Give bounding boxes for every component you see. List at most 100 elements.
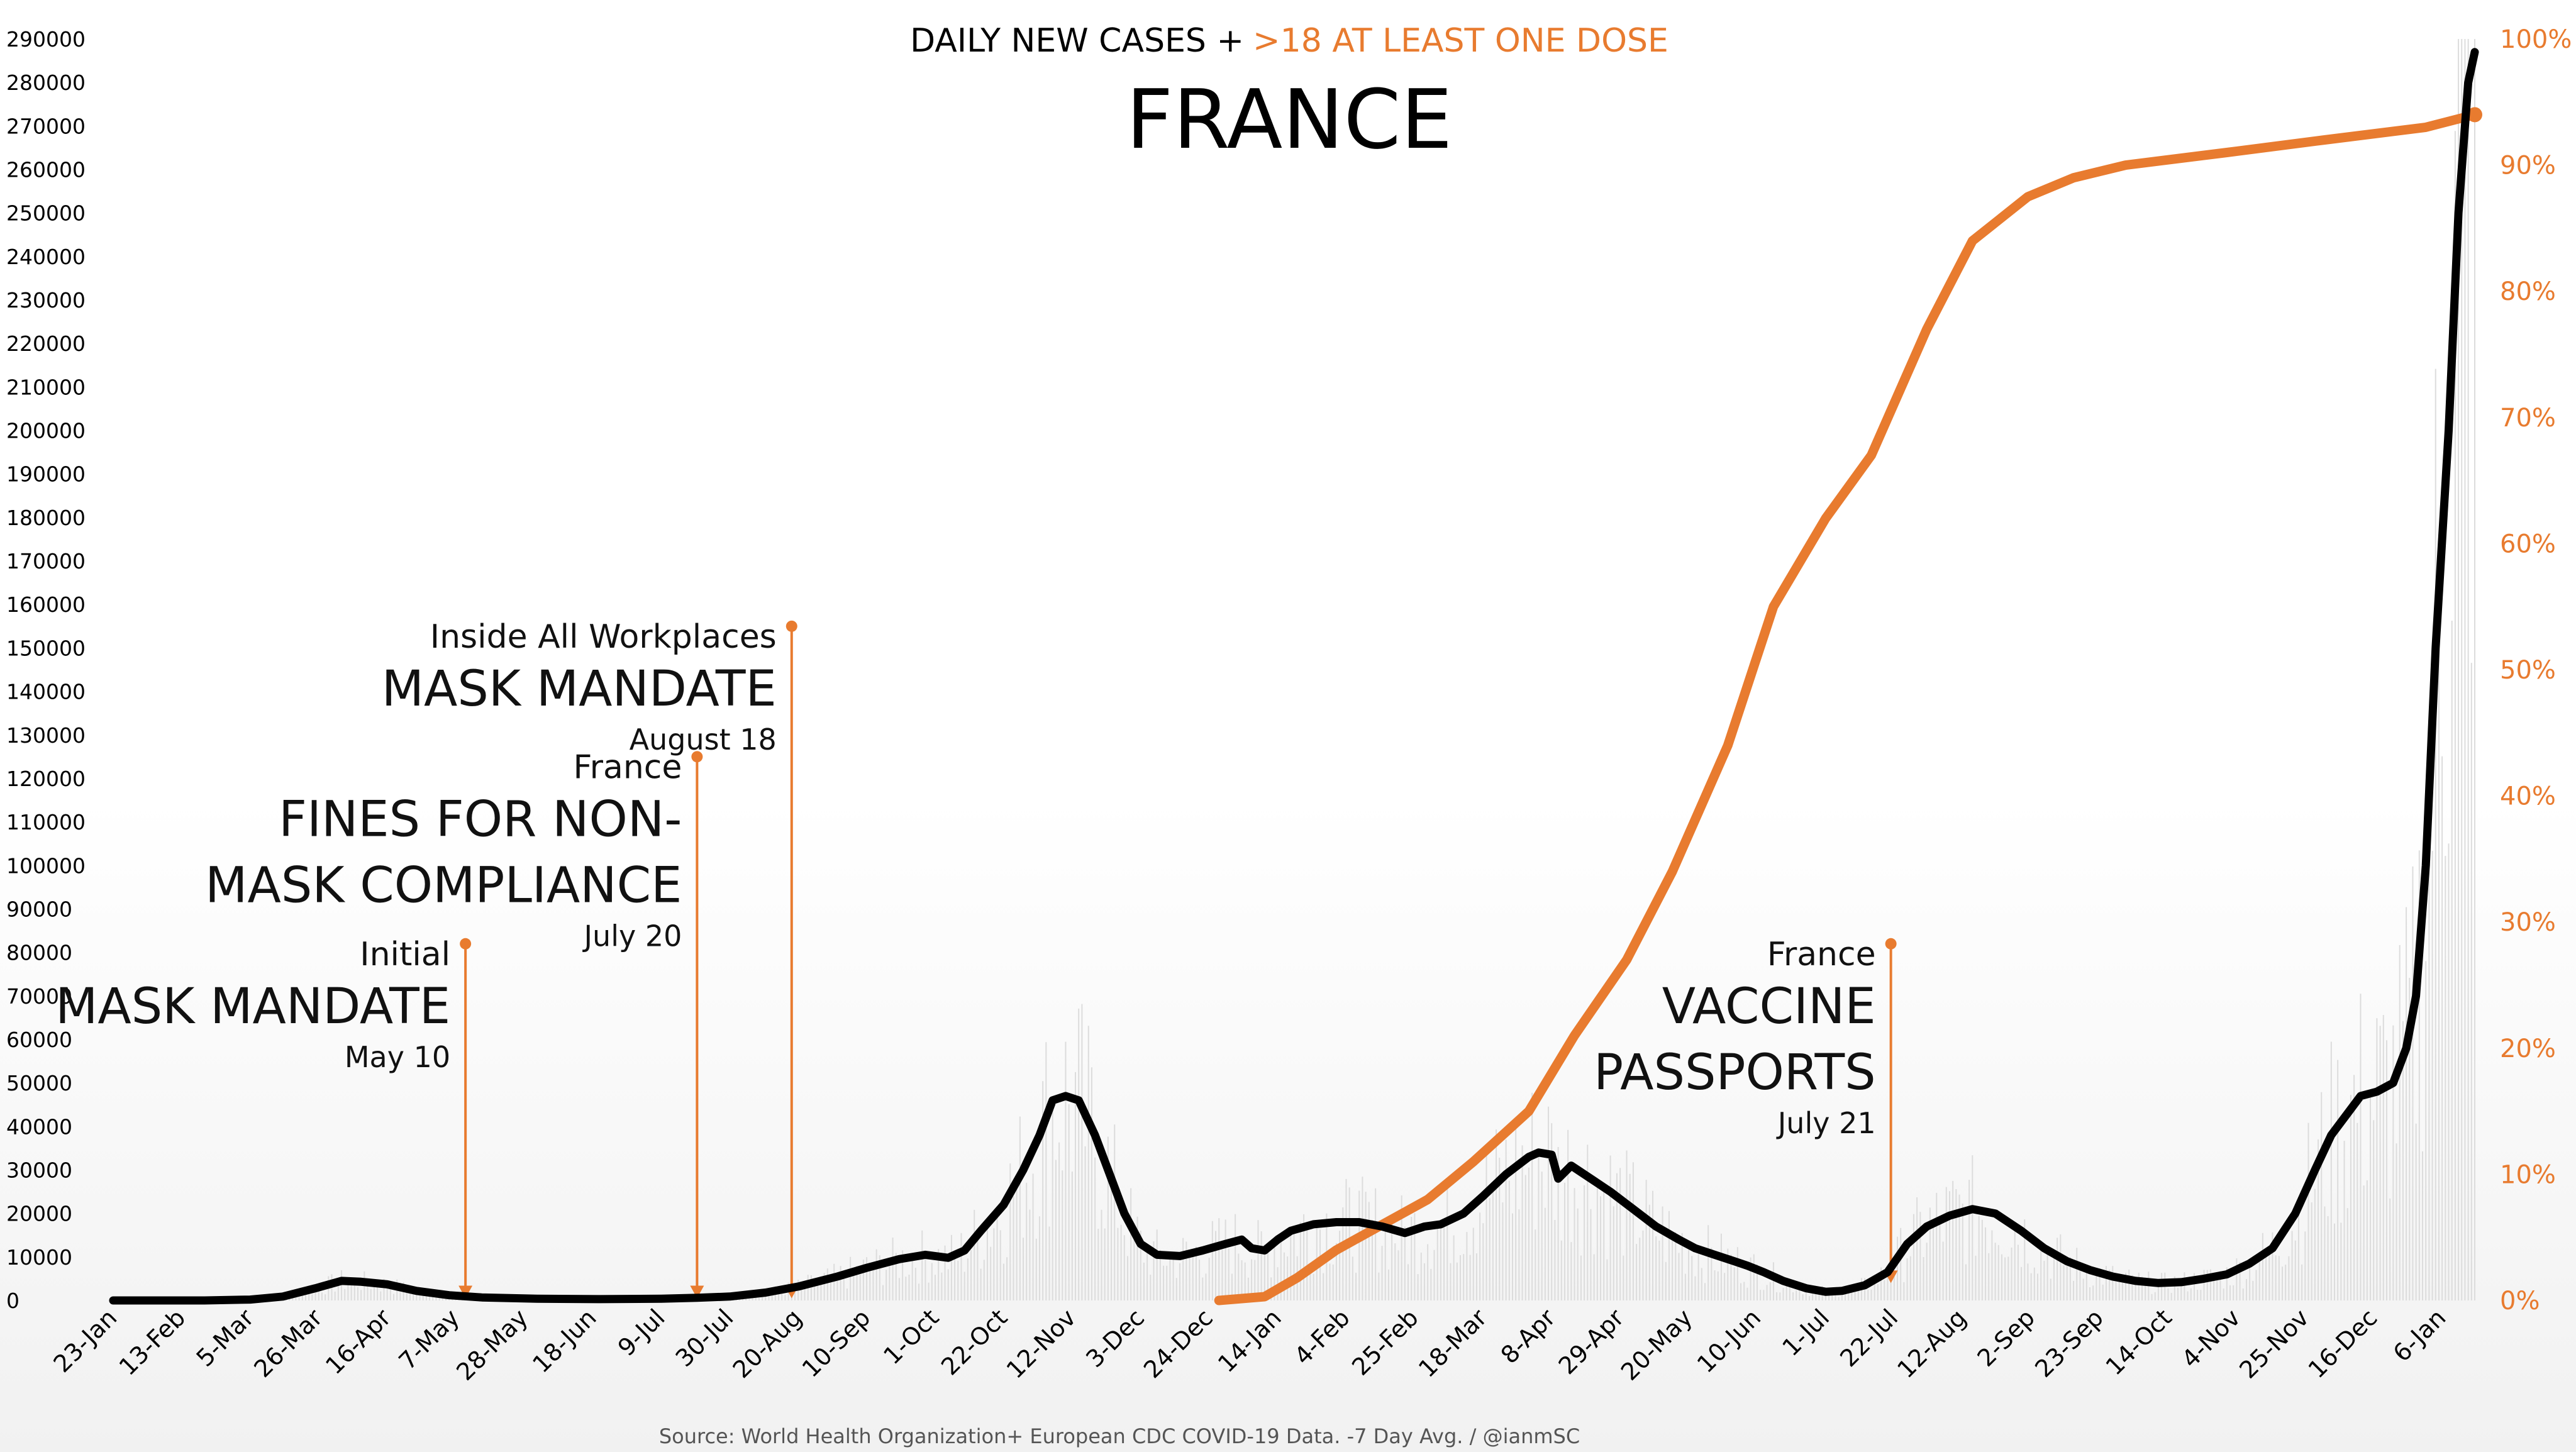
y-tick-left: 50000 (6, 1071, 72, 1095)
x-tick-label: 4-Feb (1289, 1304, 1355, 1370)
x-tick-label: 28-May (451, 1304, 533, 1386)
x-tick-label: 30-Jul (670, 1304, 739, 1372)
x-tick-label: 13-Feb (114, 1304, 191, 1381)
y-tick-left: 290000 (6, 27, 86, 52)
annotation-heading: MASK MANDATE (55, 978, 450, 1035)
x-tick-label: 20-Aug (728, 1304, 808, 1383)
y-tick-left: 120000 (6, 767, 86, 791)
y-axis-right: 0% 10% 20% 30% 40% 50% 60% 70% 80% 90% 100% (2500, 25, 2572, 1316)
y-tick-right: 100% (2500, 25, 2572, 54)
series-layer (109, 48, 2482, 1305)
x-tick-label: 10-Sep (797, 1304, 876, 1383)
annotation-title: Initial (360, 936, 450, 973)
x-tick-label: 24-Dec (1138, 1304, 1218, 1383)
x-tick-label: 1-Oct (878, 1304, 944, 1370)
x-tick-label: 16-Apr (320, 1304, 396, 1380)
y-tick-right: 30% (2500, 908, 2556, 937)
x-tick-label: 18-Mar (1413, 1304, 1492, 1383)
y-tick-right: 60% (2500, 529, 2556, 558)
subtitle-dose: >18 AT LEAST ONE DOSE (1253, 22, 1668, 60)
y-tick-right: 80% (2500, 277, 2556, 306)
y-tick-left: 210000 (6, 375, 86, 399)
y-tick-left: 230000 (6, 288, 86, 313)
x-tick-label: 1-Jul (1777, 1304, 1835, 1361)
x-tick-label: 14-Jan (1213, 1304, 1287, 1378)
y-tick-left: 140000 (6, 680, 86, 704)
annotation-dot (460, 938, 472, 950)
x-tick-label: 5-Mar (191, 1304, 260, 1372)
x-tick-label: 26-Mar (248, 1304, 328, 1383)
y-tick-left: 250000 (6, 201, 86, 226)
y-tick-left: 130000 (6, 723, 86, 748)
y-tick-left: 220000 (6, 331, 86, 356)
chart-source: Source: World Health Organization+ Europ… (659, 1424, 1580, 1448)
annotations: Initial MASK MANDATE May 10 France FINES FOR… (55, 618, 1898, 1299)
y-tick-left: 260000 (6, 158, 86, 182)
y-tick-left: 10000 (6, 1245, 72, 1270)
y-tick-left: 150000 (6, 636, 86, 660)
x-tick-label: 10-Jun (1692, 1304, 1766, 1378)
annotation-1: France FINES FOR NON- MASK COMPLIANCE July … (205, 748, 704, 1299)
annotation-title: France (573, 748, 682, 786)
y-tick-left: 60000 (6, 1028, 72, 1052)
annotation-heading: FINES FOR NON- (279, 791, 682, 848)
x-tick-label: 25-Nov (2234, 1304, 2314, 1383)
x-tick-label: 23-Jan (48, 1304, 122, 1378)
x-tick-label: 25-Feb (1346, 1304, 1424, 1381)
annotation-2: Inside All Workplaces MASK MANDATE August … (382, 618, 799, 1299)
x-tick-label: 16-Dec (2303, 1304, 2383, 1383)
y-tick-left: 160000 (6, 592, 86, 617)
y-axis-left: 0 10000 20000 30000 40000 50000 60000 70000 8000… (6, 27, 86, 1313)
annotation-heading: PASSPORTS (1594, 1045, 1876, 1101)
y-tick-left: 0 (6, 1289, 19, 1313)
y-tick-left: 240000 (6, 245, 86, 269)
annotation-date: July 20 (582, 919, 682, 953)
y-tick-left: 40000 (6, 1114, 72, 1139)
y-tick-right: 0% (2500, 1287, 2540, 1316)
x-tick-label: 23-Sep (2029, 1304, 2109, 1383)
chart-title: FRANCE (1126, 72, 1453, 167)
annotation-date: August 18 (630, 723, 777, 756)
x-tick-label: 18-Jun (527, 1304, 601, 1378)
x-tick-label: 20-May (1616, 1304, 1698, 1386)
annotation-date: May 10 (345, 1040, 450, 1074)
y-tick-right: 20% (2500, 1034, 2556, 1063)
y-tick-left: 80000 (6, 941, 72, 965)
x-tick-label: 6-Jan (2388, 1304, 2451, 1367)
chart-subtitle: DAILY NEW CASES + >18 AT LEAST ONE DOSE (910, 22, 1668, 60)
cases-line (109, 48, 2479, 1305)
y-tick-right: 70% (2500, 404, 2556, 433)
y-tick-left: 30000 (6, 1158, 72, 1182)
vaccine-end-dot (2467, 107, 2482, 123)
x-tick-label: 8-Apr (1496, 1304, 1561, 1369)
subtitle-cases: DAILY NEW CASES + (910, 22, 1244, 60)
annotation-dot (786, 620, 797, 632)
daily-case-bars (256, 39, 2475, 1300)
x-tick-label: 22-Oct (936, 1304, 1013, 1380)
y-tick-left: 110000 (6, 810, 86, 834)
x-tick-label: 12-Nov (1001, 1304, 1081, 1383)
y-tick-left: 70000 (6, 984, 72, 1009)
annotation-date: July 21 (1776, 1106, 1876, 1140)
annotation-heading: MASK COMPLIANCE (205, 857, 682, 914)
annotation-heading: VACCINE (1662, 978, 1876, 1035)
annotation-3: France VACCINE PASSPORTS July 21 (1594, 936, 1898, 1283)
annotation-arrow (458, 1285, 473, 1299)
y-tick-left: 270000 (6, 114, 86, 138)
y-tick-right: 90% (2500, 152, 2556, 180)
annotation-0: Initial MASK MANDATE May 10 (55, 936, 473, 1299)
y-tick-left: 200000 (6, 419, 86, 443)
annotation-arrow (690, 1285, 704, 1299)
y-tick-left: 20000 (6, 1202, 72, 1226)
y-tick-left: 180000 (6, 506, 86, 530)
y-tick-left: 170000 (6, 549, 86, 574)
annotation-heading: MASK MANDATE (382, 661, 777, 718)
annotation-title: Inside All Workplaces (430, 618, 777, 656)
x-tick-label: 12-Aug (1892, 1304, 1972, 1383)
x-tick-label: 22-Jul (1835, 1304, 1903, 1372)
x-tick-label: 9-Jul (613, 1304, 670, 1361)
y-tick-right: 50% (2500, 656, 2556, 685)
y-tick-left: 280000 (6, 70, 86, 95)
